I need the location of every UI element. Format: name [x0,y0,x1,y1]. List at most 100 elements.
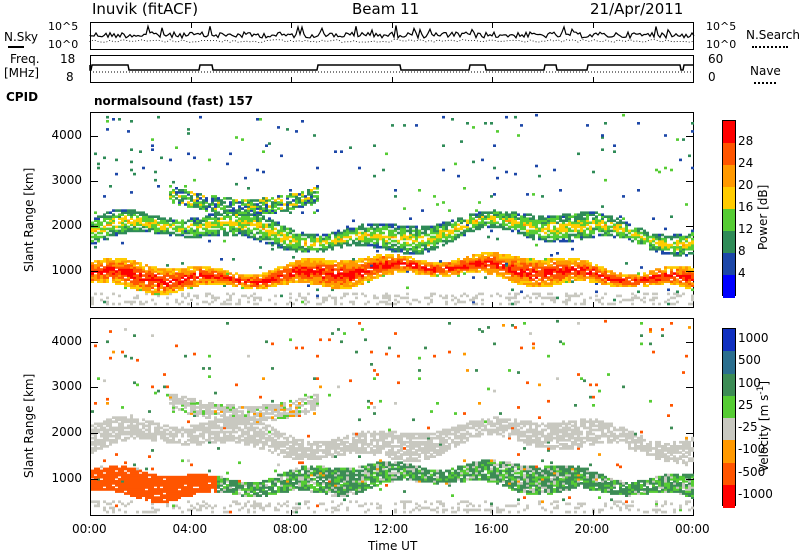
heatmap-cell [589,266,592,269]
heatmap-cell [136,383,139,387]
heatmap-cell [214,229,217,233]
heatmap-cell [346,260,349,263]
heatmap-cell [130,467,133,471]
heatmap-cell [289,195,292,198]
heatmap-cell [514,211,517,214]
heatmap-cell [211,199,214,202]
heatmap-cell [187,152,190,156]
heatmap-cell [148,424,151,428]
heatmap-cell [676,254,679,257]
heatmap-cell [100,227,103,231]
heatmap-cell [211,268,214,271]
heatmap-cell [166,492,169,495]
heatmap-cell [601,205,604,208]
heatmap-cell [550,270,553,273]
heatmap-cell [256,118,259,121]
heatmap-cell [148,278,151,281]
heatmap-cell [289,274,292,277]
heatmap-cell [418,252,421,255]
heatmap-cell [91,227,94,231]
heatmap-cell [121,276,124,279]
heatmap-cell [259,211,262,214]
heatmap-cell [364,262,367,265]
heatmap-cell [283,270,286,273]
heatmap-cell [364,231,367,235]
heatmap-cell [517,231,520,235]
heatmap-cell [226,205,229,208]
heatmap-cell [145,496,148,499]
heatmap-cell [361,264,364,267]
heatmap-cell [349,235,352,239]
heatmap-cell [232,207,235,210]
heatmap-cell [262,235,265,239]
heatmap-cell [529,274,532,277]
heatmap-cell [151,502,154,506]
heatmap-cell [358,264,361,267]
heatmap-cell [619,225,622,229]
heatmap-cell [406,258,409,261]
heatmap-cell [166,286,169,290]
heatmap-cell [391,225,394,229]
heatmap-cell [502,254,505,257]
heatmap-cell [139,213,142,216]
heatmap-cell [166,438,169,442]
heatmap-cell [439,239,442,243]
heatmap-cell [94,227,97,231]
heatmap-cell [463,272,466,275]
heatmap-cell [628,231,631,235]
heatmap-cell [622,195,625,198]
heatmap-cell [106,223,109,227]
heatmap-cell [148,482,151,485]
heatmap-cell [118,118,121,121]
heatmap-cell [166,270,169,273]
heatmap-cell [157,294,160,298]
heatmap-cell [685,235,688,239]
heatmap-cell [595,270,598,273]
heatmap-cell [256,223,259,227]
heatmap-cell [103,440,106,444]
heatmap-cell [94,229,97,233]
heatmap-cell [691,274,694,277]
heatmap-cell [682,274,685,277]
heatmap-cell [229,152,232,156]
heatmap-cell [145,486,148,489]
heatmap-cell [358,274,361,277]
heatmap-cell [154,280,157,283]
heatmap-cell [286,203,289,206]
heatmap-cell [406,264,409,267]
heatmap-cell [616,217,619,220]
heatmap-cell [220,227,223,231]
heatmap-cell [388,225,391,229]
heatmap-cell [601,227,604,231]
heatmap-cell [469,264,472,267]
heatmap-cell [175,225,178,229]
heatmap-cell [241,215,244,218]
heatmap-cell [298,272,301,275]
heatmap-cell [682,266,685,269]
heatmap-cell [574,302,577,306]
heatmap-cell [322,247,325,251]
heatmap-cell [244,294,247,298]
colorbar-tick-label: 16 [738,200,754,214]
heatmap-cell [604,215,607,218]
heatmap-cell [130,120,133,123]
heatmap-cell [238,223,241,227]
heatmap-cell [568,223,571,227]
heatmap-cell [481,211,484,214]
heatmap-cell [238,207,241,210]
heatmap-cell [595,225,598,229]
heatmap-cell [130,469,133,473]
heatmap-cell [547,292,550,296]
heatmap-cell [166,432,169,436]
heatmap-cell [661,237,664,241]
heatmap-cell [175,193,178,196]
heatmap-cell [118,215,121,218]
heatmap-cell [421,235,424,239]
heatmap-cell [163,225,166,229]
heatmap-cell [214,298,217,302]
heatmap-cell [562,262,565,265]
heatmap-cell [133,262,136,265]
heatmap-cell [550,282,553,285]
heatmap-cell [550,264,553,267]
heatmap-cell [667,252,670,255]
